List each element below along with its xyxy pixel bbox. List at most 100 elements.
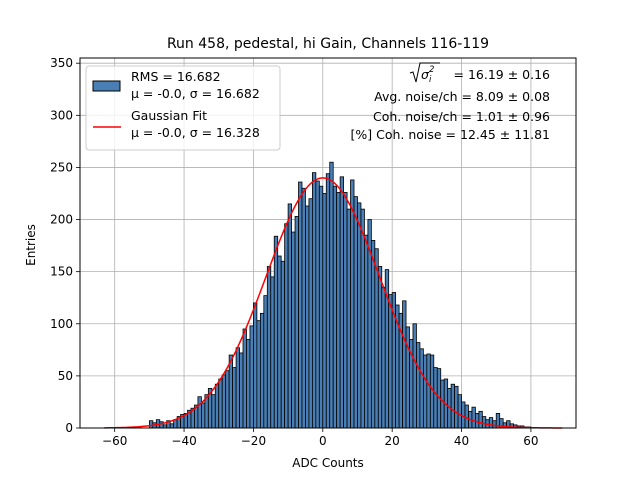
x-axis-ticks: −60 −40 −20 0 20 40 60 (102, 428, 539, 448)
histogram-bar (315, 180, 320, 429)
annotation-avg-noise: Avg. noise/ch = 8.09 ± 0.08 (374, 89, 550, 104)
sqrt-sigma-symbol: σ 2 i (409, 62, 440, 85)
histogram-bar (239, 352, 244, 429)
histogram-bar (294, 216, 299, 429)
histogram-bar (433, 367, 438, 429)
histogram-bar (249, 325, 254, 429)
legend-histogram-swatch (92, 80, 121, 92)
legend: RMS = 16.682 μ = -0.0, σ = 16.682 Gaussi… (85, 65, 281, 151)
x-tick-label: −20 (241, 434, 266, 448)
histogram-bar (322, 193, 327, 429)
histogram-bar (461, 401, 466, 429)
histogram-bar (301, 187, 306, 429)
y-axis-ticks: 0 50 100 150 200 250 300 350 (50, 56, 80, 435)
svg-text:σ: σ (421, 67, 430, 82)
x-tick-label: 20 (385, 434, 400, 448)
histogram-bar (364, 234, 369, 429)
histogram-bar (426, 353, 431, 429)
legend-fit-stats: μ = -0.0, σ = 16.328 (131, 125, 260, 140)
histogram-bar (308, 198, 313, 429)
histogram-bar (287, 203, 292, 429)
histogram-bar (228, 354, 234, 429)
histogram-bar (454, 385, 459, 429)
legend-fit-label: Gaussian Fit (131, 108, 207, 123)
x-tick-label: 0 (319, 434, 327, 448)
histogram-bar (339, 176, 345, 429)
histogram-bar (332, 185, 338, 429)
histogram-bar (353, 196, 358, 429)
histogram-bar (450, 383, 456, 429)
svg-text:i: i (429, 75, 432, 85)
noise-annotations: σ 2 i = 16.19 ± 0.16 Avg. noise/ch = 8.0… (350, 62, 551, 142)
histogram-bar (200, 402, 206, 429)
histogram-bar (291, 231, 296, 429)
histogram-bar (471, 406, 476, 429)
histogram-bar (298, 181, 303, 429)
histogram-bar (357, 202, 362, 429)
histogram-bar (488, 417, 494, 429)
histogram-bar (280, 260, 286, 429)
histogram-bar (374, 248, 379, 429)
annotation-coh-noise-percent: [%] Coh. noise = 12.45 ± 11.81 (350, 127, 550, 142)
svg-text:2: 2 (429, 65, 434, 75)
histogram-bar (422, 354, 428, 429)
histogram-bar (266, 266, 272, 429)
x-axis-label: ADC Counts (292, 456, 364, 470)
histogram-bar (381, 286, 386, 429)
y-tick-label: 50 (58, 369, 73, 383)
histogram-bar (464, 404, 469, 429)
histogram-bar (478, 410, 483, 429)
histogram-bar (284, 223, 289, 429)
histogram-bar (232, 367, 237, 429)
legend-box (85, 65, 281, 151)
histogram-bars (148, 161, 532, 429)
histogram-bar (325, 173, 331, 429)
histogram-bar (318, 185, 324, 429)
histogram-bar (388, 294, 393, 429)
histogram-bar (270, 276, 275, 429)
y-tick-label: 200 (50, 213, 73, 227)
histogram-bar (273, 235, 279, 429)
histogram-bar (346, 208, 351, 429)
histogram-bar (225, 370, 230, 429)
histogram-bar (377, 266, 383, 429)
histogram-bar (457, 394, 462, 429)
histogram-bar (148, 420, 154, 429)
histogram-bar (360, 208, 365, 429)
annotation-sqrt-sigma: = 16.19 ± 0.16 (454, 67, 551, 82)
histogram-bar (242, 328, 247, 429)
histogram-bar (256, 320, 261, 429)
histogram-bar (412, 323, 417, 429)
histogram-bar (253, 302, 258, 429)
x-tick-label: 60 (523, 434, 538, 448)
axes-frame (79, 57, 577, 429)
histogram-bar (343, 192, 348, 429)
histogram-bar (402, 300, 407, 429)
histogram-bar (263, 295, 268, 429)
x-tick-label: −40 (171, 434, 196, 448)
histogram-bar (305, 205, 310, 429)
annotation-coh-noise: Coh. noise/ch = 1.01 ± 0.96 (373, 109, 550, 124)
histogram-bar (246, 339, 251, 429)
y-tick-label: 300 (50, 108, 73, 122)
legend-histogram-label: RMS = 16.682 (131, 69, 221, 84)
histogram-bar (221, 374, 227, 429)
y-tick-label: 0 (65, 421, 73, 435)
histogram-bar (370, 239, 376, 429)
y-tick-label: 250 (50, 160, 73, 174)
gaussian-fit-curve (104, 177, 563, 429)
histogram-bar (329, 161, 334, 429)
histogram-bar (259, 312, 265, 429)
histogram-bar (197, 396, 202, 429)
histogram-bar (336, 192, 341, 429)
histogram-bar (416, 342, 421, 429)
histogram-bar (173, 419, 178, 429)
x-tick-label: −60 (102, 434, 127, 448)
chart-title: Run 458, pedestal, hi Gain, Channels 116… (167, 36, 489, 52)
histogram-bar (277, 255, 282, 429)
histogram-bar (218, 378, 223, 429)
y-tick-label: 100 (50, 317, 73, 331)
histogram-bar (492, 420, 497, 429)
y-tick-label: 150 (50, 265, 73, 279)
histogram-bar (169, 423, 175, 429)
